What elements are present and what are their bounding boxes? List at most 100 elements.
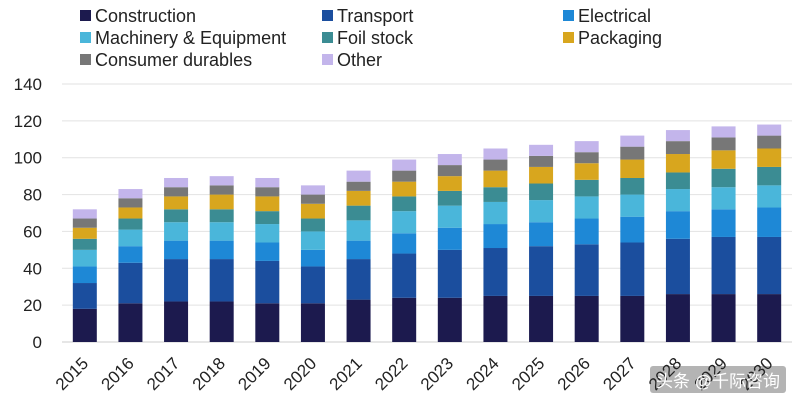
bar-segment-other — [757, 124, 782, 136]
bar-segment-packaging — [300, 203, 325, 219]
x-tick-label: 2023 — [417, 354, 457, 394]
bar-segment-other — [665, 130, 690, 142]
bar-segment-other — [574, 141, 599, 153]
bar-segment-construction — [757, 294, 782, 342]
bar-segment-foil-stock — [72, 238, 97, 250]
bar-segment-machinery-equipment — [209, 222, 234, 241]
bar-segment-transport — [209, 259, 234, 302]
bar-segment-construction — [483, 295, 508, 342]
bar-segment-other — [209, 176, 234, 186]
bar-segment-transport — [118, 262, 143, 304]
bar-segment-consumer-durables — [72, 218, 97, 228]
source-watermark: 头条 @千际咨询 — [650, 366, 786, 393]
legend-label: Other — [337, 50, 382, 70]
y-tick-label: 120 — [14, 112, 42, 131]
bar-segment-construction — [529, 295, 554, 342]
bar-segment-transport — [529, 246, 554, 296]
legend-label: Foil stock — [337, 28, 414, 48]
x-tick-label: 2017 — [143, 354, 183, 394]
bar-segment-construction — [72, 308, 97, 342]
bar-segment-construction — [392, 297, 417, 342]
bar-segment-foil-stock — [164, 209, 189, 223]
bar-segment-electrical — [255, 242, 280, 261]
bar-segment-other — [711, 126, 736, 138]
bar-segment-machinery-equipment — [72, 249, 97, 267]
bar-segment-machinery-equipment — [711, 187, 736, 210]
bar-segment-machinery-equipment — [300, 231, 325, 250]
x-tick-label: 2016 — [98, 354, 138, 394]
bar-segment-electrical — [164, 240, 189, 260]
bar-segment-consumer-durables — [255, 187, 280, 197]
bar-segment-consumer-durables — [665, 141, 690, 155]
bar-segment-machinery-equipment — [483, 201, 508, 225]
legend-swatch — [563, 32, 574, 43]
x-tick-label: 2022 — [371, 354, 411, 394]
bar-segment-electrical — [437, 227, 462, 250]
bar-segment-consumer-durables — [392, 170, 417, 182]
y-tick-label: 20 — [23, 296, 42, 315]
bar-segment-consumer-durables — [483, 159, 508, 171]
bar-segment-construction — [118, 303, 143, 342]
bar-segment-electrical — [118, 246, 143, 263]
bar-segment-construction — [300, 303, 325, 342]
bar-segment-consumer-durables — [164, 187, 189, 197]
bar-segment-machinery-equipment — [255, 224, 280, 243]
bar-segment-other — [620, 135, 645, 147]
bar-segment-construction — [164, 301, 189, 342]
bar-segment-consumer-durables — [574, 152, 599, 164]
bar-segment-packaging — [164, 196, 189, 210]
bar-segment-electrical — [711, 209, 736, 237]
bar-segment-foil-stock — [392, 196, 417, 212]
bar-segment-other — [164, 177, 189, 188]
bar-segment-packaging — [118, 207, 143, 219]
bar-segment-foil-stock — [346, 205, 371, 221]
y-tick-label: 60 — [23, 222, 42, 241]
bar-segment-construction — [209, 301, 234, 342]
bar-segment-electrical — [757, 207, 782, 237]
bar-segment-electrical — [574, 218, 599, 245]
bar-segment-machinery-equipment — [346, 220, 371, 241]
bar-segment-foil-stock — [574, 179, 599, 197]
bar-segment-electrical — [620, 216, 645, 243]
bar-segment-transport — [300, 266, 325, 304]
bar-segment-transport — [620, 242, 645, 296]
bar-segment-construction — [665, 294, 690, 342]
bar-segment-transport — [346, 259, 371, 300]
bar-segment-electrical — [300, 249, 325, 267]
bar-segment-transport — [72, 283, 97, 309]
legend-swatch — [322, 32, 333, 43]
x-tick-label: 2015 — [52, 354, 92, 394]
legend-label: Transport — [337, 6, 413, 26]
bar-segment-consumer-durables — [529, 155, 554, 167]
bar-segment-construction — [255, 303, 280, 342]
legend-swatch — [80, 32, 91, 43]
bar-segment-consumer-durables — [757, 135, 782, 149]
bar-segment-foil-stock — [529, 183, 554, 201]
legend-swatch — [80, 10, 91, 21]
bar-segment-other — [300, 185, 325, 195]
bar-segment-consumer-durables — [118, 198, 143, 208]
bar-segment-foil-stock — [757, 166, 782, 186]
bar-segment-foil-stock — [255, 211, 280, 225]
legend-label: Construction — [95, 6, 196, 26]
legend-label: Electrical — [578, 6, 651, 26]
bar-segment-construction — [346, 299, 371, 342]
bar-segment-machinery-equipment — [574, 196, 599, 219]
bar-segment-transport — [483, 248, 508, 296]
bar-segment-consumer-durables — [300, 194, 325, 204]
bar-segment-machinery-equipment — [118, 229, 143, 247]
bar-segment-electrical — [209, 240, 234, 260]
legend-label: Packaging — [578, 28, 662, 48]
bar-segment-packaging — [757, 148, 782, 167]
bar-segment-other — [255, 177, 280, 188]
bar-segment-other — [437, 154, 462, 166]
x-tick-label: 2025 — [508, 354, 548, 394]
bar-segment-construction — [574, 295, 599, 342]
bar-segment-foil-stock — [620, 177, 645, 195]
bar-segment-consumer-durables — [711, 137, 736, 151]
bar-segment-transport — [757, 236, 782, 295]
x-tick-label: 2018 — [189, 354, 229, 394]
x-tick-label: 2019 — [234, 354, 274, 394]
y-tick-label: 140 — [14, 75, 42, 94]
